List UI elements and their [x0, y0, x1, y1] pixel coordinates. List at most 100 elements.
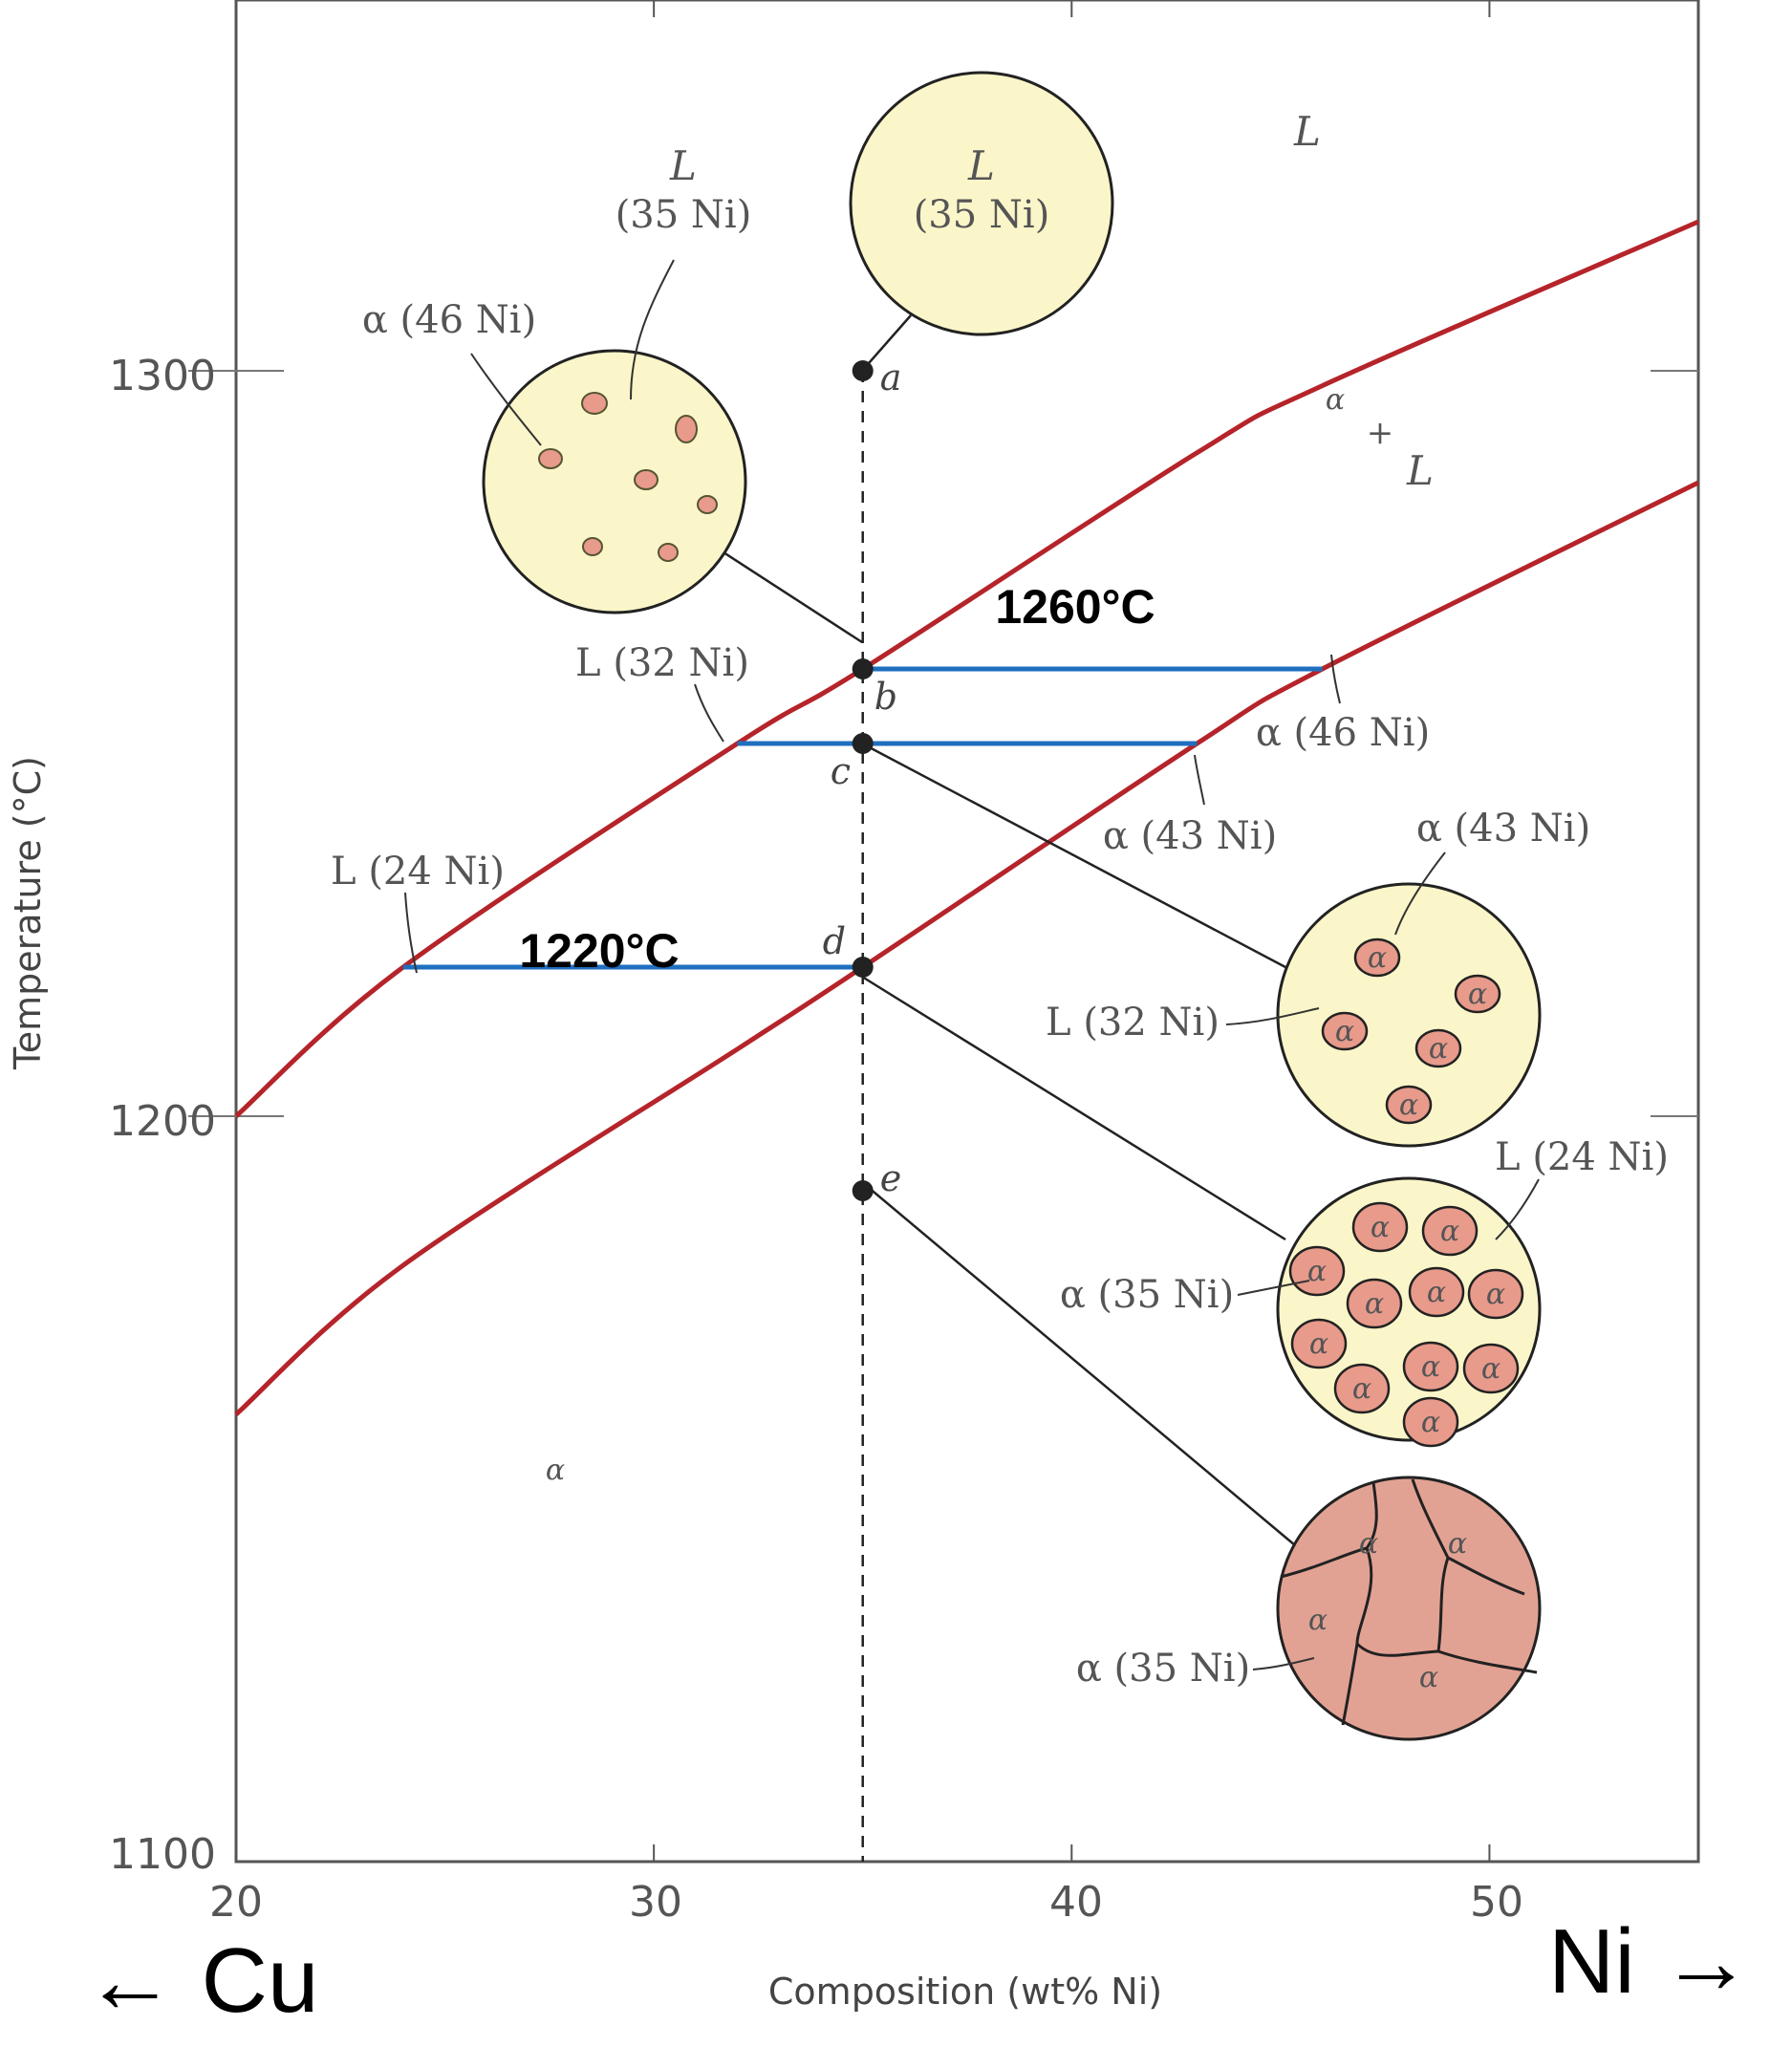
alpha-grain-label: α — [1427, 1276, 1446, 1309]
alpha-grain-label: α — [1468, 978, 1487, 1011]
plot-frame — [234, 0, 1700, 1864]
region-label-two-phase-liquid: L — [1406, 447, 1434, 494]
x-tick-label-40: 40 — [1049, 1878, 1103, 1927]
label-liquid-24-left: L (24 Ni) — [331, 850, 505, 894]
alpha-grain-label: α — [1309, 1327, 1328, 1361]
alpha-grain — [1288, 1245, 1346, 1297]
temp-label-1260: 1260°C — [995, 580, 1155, 634]
arrow-l32-to-liquidus — [694, 683, 724, 743]
microstructure-a: L (35 Ni) — [849, 71, 1114, 336]
alpha-grain — [1454, 974, 1501, 1014]
label-d-alpha-35: α (35 Ni) — [1060, 1273, 1234, 1317]
alpha-grain — [1467, 1268, 1524, 1320]
temp-label-1220: 1220°C — [519, 924, 679, 978]
alpha-grain — [1353, 938, 1401, 978]
ni-label: Ni → — [1548, 1910, 1752, 2013]
alpha-grain-label: α — [1486, 1278, 1505, 1311]
label-d-liquid-24-right: L (24 Ni) — [1495, 1135, 1669, 1179]
microstructure-b — [482, 349, 747, 614]
x-tick-label-30: 30 — [629, 1878, 682, 1927]
alpha-grain — [1402, 1341, 1459, 1392]
alpha-grain-label: α — [1481, 1352, 1501, 1386]
circle-a-liquid-symbol: L — [967, 142, 995, 189]
label-b-alpha-46: α (46 Ni) — [362, 298, 536, 342]
alpha-grain-label: α — [1365, 1287, 1384, 1321]
alpha-grain-label: α — [1352, 1372, 1371, 1406]
alpha-grain-label: α — [1440, 1215, 1459, 1248]
x-tick-label-20: 20 — [209, 1878, 263, 1927]
grain-boundary — [1341, 1643, 1359, 1726]
alpha-grain — [1321, 1011, 1369, 1051]
cu-label: ← Cu — [84, 1929, 318, 2032]
leader-line-e — [861, 1181, 1296, 1546]
alpha-grain — [1462, 1343, 1520, 1394]
alpha-grain-label: α — [1335, 1015, 1354, 1048]
point-label-d: d — [823, 920, 846, 962]
microstructure-d: α ααα α ααα ααα — [1276, 1176, 1542, 1448]
alpha-nucleus — [675, 415, 698, 443]
alpha-grain — [1333, 1363, 1391, 1414]
point-c — [852, 733, 874, 754]
region-label-solid: α — [546, 1454, 565, 1487]
label-c-alpha-43-right: α (43 Ni) — [1416, 807, 1590, 851]
alpha-grain-label: α — [1368, 941, 1387, 975]
y-axis-label: Temperature (°C) — [7, 756, 49, 1070]
arrow-a43-to-grain — [1394, 851, 1446, 936]
label-b-liquid-symbol: L — [669, 142, 697, 189]
solidus-curve — [234, 480, 1700, 1416]
alpha-grain — [1414, 1028, 1462, 1068]
alpha-grain — [1408, 1266, 1465, 1318]
arrow-a46-to-nucleus — [470, 353, 542, 446]
alpha-nucleus — [538, 448, 563, 469]
x-tick-label-50: 50 — [1470, 1878, 1523, 1927]
alpha-grain-label: α — [1307, 1255, 1327, 1288]
alpha-nucleus — [581, 392, 608, 415]
point-label-a: a — [880, 356, 902, 399]
arrow-a43-to-solidus — [1194, 754, 1205, 806]
region-label-liquid: L — [1293, 108, 1321, 155]
alpha-grain — [1402, 1396, 1459, 1448]
label-alpha-46-right: α (46 Ni) — [1256, 711, 1430, 755]
x-axis-label: Composition (wt% Ni) — [768, 1971, 1162, 2013]
point-label-e: e — [880, 1157, 902, 1199]
y-tick-label-1100: 1100 — [109, 1830, 216, 1879]
region-label-two-phase-plus: + — [1367, 414, 1394, 452]
circle-a-liquid-composition: (35 Ni) — [914, 193, 1050, 237]
arrow-l32-to-circle-c — [1225, 1007, 1320, 1025]
alpha-grain-label: α — [1421, 1350, 1440, 1384]
point-label-b: b — [874, 676, 897, 718]
point-d — [852, 957, 874, 978]
leader-line-b — [723, 550, 863, 644]
axis-ticks — [188, 0, 1698, 1862]
arrow-a46-to-solidus — [1330, 654, 1341, 704]
grain-alpha-label: α — [1448, 1527, 1467, 1561]
arrow-l24-to-circle-d — [1495, 1178, 1540, 1240]
arrow-l24-to-liquidus — [404, 892, 418, 974]
grain-alpha-label: α — [1419, 1661, 1438, 1694]
leader-line-a — [861, 314, 912, 372]
leader-lines — [723, 314, 1296, 1546]
point-e — [852, 1180, 874, 1201]
point-label-c: c — [831, 750, 851, 792]
alpha-grain — [1351, 1201, 1409, 1253]
label-c-liquid-32: L (32 Ni) — [1046, 1001, 1220, 1045]
point-a — [852, 360, 874, 381]
alpha-nucleus — [697, 495, 718, 514]
label-alpha-43-mid: α (43 Ni) — [1103, 814, 1277, 858]
label-liquid-32-left: L (32 Ni) — [575, 641, 749, 685]
arrow-a35-to-grain-d — [1237, 1280, 1310, 1296]
region-label-two-phase-alpha: α — [1326, 383, 1345, 417]
alpha-grain — [1421, 1205, 1479, 1257]
alpha-grain-label: α — [1429, 1032, 1448, 1066]
grain-boundary — [1437, 1649, 1538, 1674]
arrow-l35-to-circle-b — [630, 259, 675, 400]
label-e-alpha-35: α (35 Ni) — [1076, 1647, 1250, 1691]
grain-alpha-label: α — [1359, 1527, 1378, 1561]
alpha-grain-label: α — [1371, 1211, 1390, 1244]
point-b — [852, 658, 874, 679]
alpha-grain — [1290, 1318, 1348, 1369]
alpha-grain — [1385, 1085, 1433, 1125]
liquidus-curve — [234, 219, 1699, 1118]
